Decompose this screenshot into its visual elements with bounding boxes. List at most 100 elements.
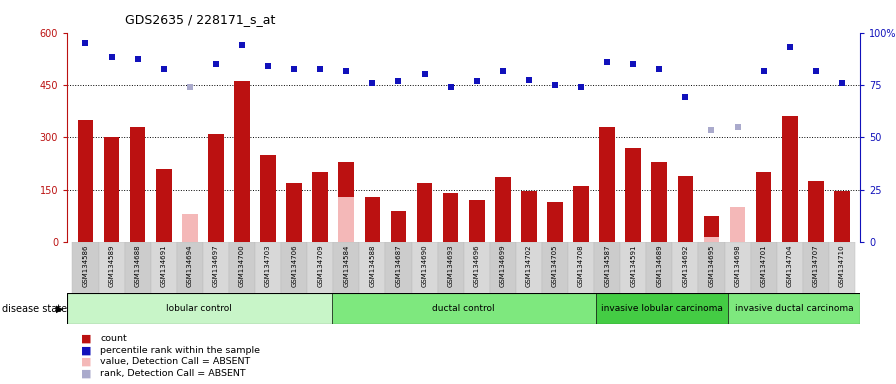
Bar — [651, 162, 668, 242]
Bar — [359, 242, 385, 294]
Point — [287, 66, 301, 72]
Bar — [808, 181, 823, 242]
Text: ■: ■ — [81, 345, 91, 355]
Bar — [625, 148, 641, 242]
Text: GDS2635 / 228171_s_at: GDS2635 / 228171_s_at — [125, 13, 276, 26]
Text: GSM134696: GSM134696 — [474, 245, 479, 287]
Bar — [202, 242, 228, 294]
Bar — [385, 242, 411, 294]
Bar — [391, 210, 406, 242]
Bar — [73, 242, 99, 294]
Bar — [417, 183, 433, 242]
Bar — [725, 242, 751, 294]
Text: ■: ■ — [81, 334, 91, 344]
Bar — [777, 242, 803, 294]
Bar — [594, 242, 620, 294]
Bar — [156, 169, 171, 242]
Text: GSM134588: GSM134588 — [369, 245, 375, 287]
Bar — [568, 242, 594, 294]
Bar — [834, 191, 849, 242]
Bar — [703, 216, 719, 242]
Bar — [782, 116, 797, 242]
Bar — [620, 242, 646, 294]
Text: GSM134710: GSM134710 — [839, 245, 845, 287]
Bar — [829, 242, 855, 294]
Bar — [756, 172, 771, 242]
Point — [730, 124, 745, 130]
Bar — [803, 242, 829, 294]
Text: GSM134702: GSM134702 — [526, 245, 532, 287]
Text: GSM134687: GSM134687 — [395, 245, 401, 287]
Point — [835, 80, 849, 86]
Bar — [281, 242, 307, 294]
Bar — [228, 242, 255, 294]
Bar — [599, 127, 615, 242]
Point — [157, 66, 171, 72]
Point — [444, 84, 458, 90]
Point — [313, 66, 327, 72]
Point — [339, 68, 353, 74]
Bar — [729, 207, 745, 242]
Text: GSM134692: GSM134692 — [683, 245, 688, 287]
Point — [470, 78, 484, 84]
Bar — [260, 155, 276, 242]
Point — [131, 56, 145, 62]
Bar — [443, 193, 459, 242]
Bar — [542, 242, 568, 294]
Point — [704, 127, 719, 133]
Point — [78, 40, 92, 46]
Bar — [547, 202, 563, 242]
Text: value, Detection Call = ABSENT: value, Detection Call = ABSENT — [100, 357, 251, 366]
Text: GSM134589: GSM134589 — [108, 245, 115, 287]
Point — [600, 59, 615, 65]
Bar — [182, 214, 198, 242]
Text: GSM134700: GSM134700 — [239, 245, 245, 287]
Bar — [495, 177, 511, 242]
Text: invasive ductal carcinoma: invasive ductal carcinoma — [735, 304, 853, 313]
Bar — [177, 242, 202, 294]
Bar — [464, 242, 490, 294]
Point — [626, 61, 641, 67]
Point — [574, 84, 589, 90]
Bar — [234, 81, 250, 242]
Text: GSM134709: GSM134709 — [317, 245, 323, 287]
Bar — [67, 293, 332, 324]
Bar — [287, 183, 302, 242]
Point — [652, 66, 667, 72]
Bar — [703, 237, 719, 242]
Bar — [437, 242, 464, 294]
Bar — [104, 137, 119, 242]
Text: GSM134708: GSM134708 — [578, 245, 584, 287]
Text: disease state: disease state — [2, 304, 67, 314]
Point — [209, 61, 223, 67]
Bar — [339, 162, 354, 242]
Bar — [99, 242, 125, 294]
Bar — [521, 191, 537, 242]
Text: ▶: ▶ — [56, 304, 64, 314]
Bar — [411, 242, 437, 294]
Bar — [729, 212, 745, 242]
Point — [495, 68, 510, 74]
Bar — [596, 293, 728, 324]
Bar — [307, 242, 333, 294]
Point — [235, 42, 249, 48]
Text: GSM134587: GSM134587 — [604, 245, 610, 287]
Text: GSM134584: GSM134584 — [343, 245, 349, 287]
Text: GSM134691: GSM134691 — [160, 245, 167, 287]
Bar — [573, 186, 589, 242]
Text: lobular control: lobular control — [167, 304, 232, 313]
Text: GSM134707: GSM134707 — [813, 245, 819, 287]
Point — [809, 68, 823, 74]
Point — [678, 94, 693, 100]
Text: GSM134701: GSM134701 — [761, 245, 767, 287]
Bar — [151, 242, 177, 294]
Bar — [516, 242, 542, 294]
Bar — [646, 242, 672, 294]
Text: count: count — [100, 334, 127, 343]
Point — [547, 82, 562, 88]
Bar — [313, 172, 328, 242]
Point — [418, 71, 432, 78]
Bar — [751, 242, 777, 294]
Text: GSM134694: GSM134694 — [186, 245, 193, 287]
Text: GSM134586: GSM134586 — [82, 245, 89, 287]
